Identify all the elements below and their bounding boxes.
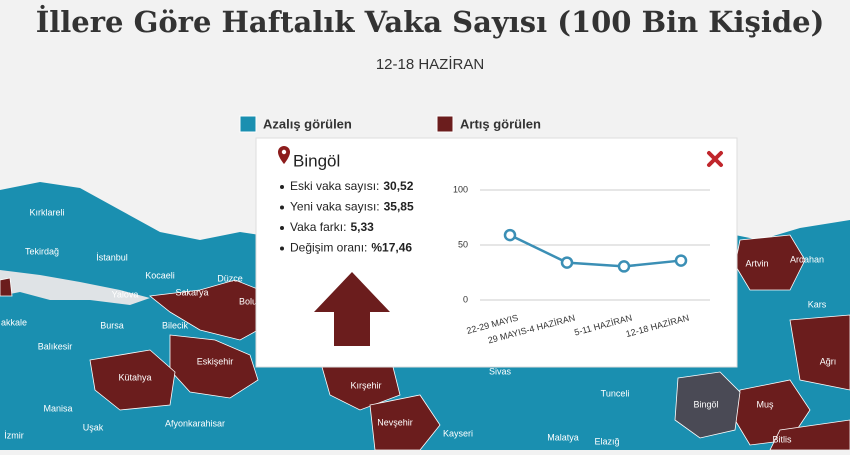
point [560, 256, 574, 269]
info-value: 35,85 [384, 200, 414, 214]
point [617, 260, 631, 273]
province-label: Elazığ [594, 436, 619, 446]
province-label: Kırşehir [350, 380, 381, 390]
increase-arrow [314, 272, 390, 346]
marmara-sea [0, 270, 150, 305]
province-label: Tekirdağ [25, 246, 59, 256]
info-value: 5,33 [350, 220, 374, 234]
legend-label: Azalış görülen [263, 116, 352, 131]
province-label: Balıkesir [38, 341, 73, 351]
province-label: İzmir [4, 430, 24, 440]
province-label: Sakarya [175, 287, 208, 297]
province-label: Nevşehir [377, 417, 413, 427]
province-label: Kocaeli [145, 270, 175, 280]
province-label: Kırklareli [29, 207, 64, 217]
info-item: Eski vaka sayısı: 30,52 [290, 179, 414, 193]
province-label: Artvin [745, 258, 768, 268]
info-item: Değişim oranı: %17,46 [290, 241, 412, 255]
info-item: Vaka farkı: 5,33 [290, 220, 374, 234]
pin-hole [281, 149, 287, 155]
title: İllere Göre Haftalık Vaka Sayısı (100 Bi… [36, 3, 825, 39]
province-label: Sivas [489, 366, 512, 376]
province-label: Bolu [239, 296, 257, 306]
point [503, 228, 517, 242]
y-tick-label: 0 [463, 294, 468, 304]
bullet [280, 246, 284, 251]
province-label: Kars [808, 299, 827, 309]
info-label: Yeni vaka sayısı: [290, 200, 380, 214]
province-label: Düzce [217, 273, 243, 283]
province-label: Malatya [547, 432, 579, 442]
province-label: Uşak [83, 422, 104, 432]
bingol-region[interactable] [674, 371, 741, 439]
province-label: Tunceli [601, 388, 630, 398]
info-label: Vaka farkı: [290, 220, 346, 234]
point [674, 254, 688, 267]
info-value: 30,52 [383, 179, 413, 193]
legend-label: Artış görülen [460, 116, 541, 131]
province-label: Bingöl [693, 399, 718, 409]
info-item: Yeni vaka sayısı: 35,85 [290, 200, 414, 214]
province-label: Kütahya [118, 372, 151, 382]
province-label: İstanbul [96, 252, 128, 262]
province-label: Ardahan [790, 254, 824, 264]
province-label: Bitlis [772, 434, 792, 444]
bullet [280, 226, 284, 230]
province-label: Eskişehir [197, 356, 234, 366]
province-label: Manisa [43, 403, 72, 413]
close-button[interactable] [707, 151, 723, 167]
subtitle: 12-18 HAZİRAN [376, 55, 484, 73]
legend: Azalış görülen Artış görülen [239, 115, 541, 133]
province-label: Bursa [100, 320, 124, 330]
line [509, 233, 682, 268]
y-tick-label: 100 [453, 184, 468, 194]
province-label: Muş [756, 399, 774, 409]
province-label: Ağrı [820, 356, 837, 366]
info-label: Eski vaka sayısı: [290, 179, 379, 193]
legend-swatch [436, 115, 454, 133]
bullet [280, 205, 284, 210]
province-label: Bilecik [162, 320, 189, 330]
y-tick-label: 50 [458, 239, 468, 249]
province-label: Yalova [112, 289, 139, 299]
province-label: Afyonkarahisar [165, 418, 225, 428]
pin-icon [278, 146, 290, 164]
bullet [280, 185, 284, 189]
legend-swatch [239, 115, 257, 133]
province-label: Kayseri [443, 428, 473, 438]
info-label: Değişim oranı: [290, 241, 367, 255]
info-value: %17,46 [371, 241, 412, 255]
province-label: akkale [1, 317, 27, 327]
popup-title: Bingöl [293, 151, 340, 170]
